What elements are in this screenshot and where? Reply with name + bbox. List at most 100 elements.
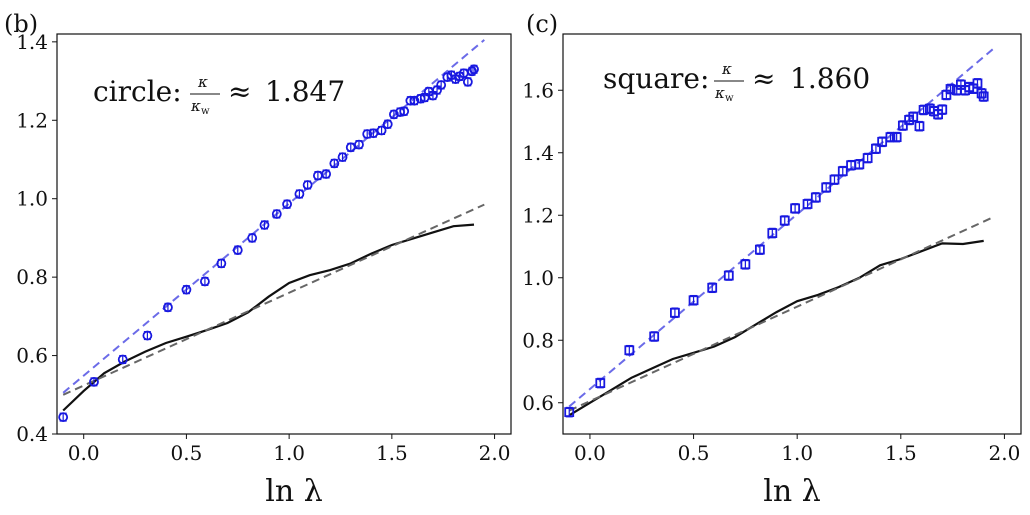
y-tick-label: 1.0 <box>522 266 554 290</box>
data-point <box>707 282 718 294</box>
circle-marker <box>58 412 69 423</box>
data-point <box>688 294 699 306</box>
data-point <box>821 182 832 193</box>
data-point <box>58 412 69 423</box>
circle-marker <box>216 258 227 269</box>
square-marker <box>779 215 790 226</box>
square-marker <box>802 199 813 209</box>
square-marker <box>767 228 778 238</box>
annotation-numerator: κ <box>721 60 732 78</box>
data-point <box>723 270 734 281</box>
data-point <box>163 302 173 313</box>
data-point <box>389 109 399 120</box>
circle-marker <box>271 209 282 219</box>
data-point <box>345 142 356 153</box>
data-point <box>259 220 270 230</box>
circle-marker <box>282 199 292 210</box>
circle-marker <box>362 129 373 139</box>
data-point <box>897 120 908 131</box>
circle-marker <box>469 64 479 75</box>
data-point <box>670 307 680 319</box>
circle-marker <box>89 376 99 387</box>
square-marker <box>871 143 881 154</box>
annotation-denominator-subscript: w <box>201 106 210 117</box>
annotation-value: 1.847 <box>265 75 345 108</box>
y-tick-label: 1.0 <box>16 187 48 211</box>
data-point <box>937 104 948 115</box>
circle-marker <box>467 66 477 77</box>
circle-marker <box>200 276 210 287</box>
reference-line <box>568 215 995 412</box>
square-marker <box>914 121 925 132</box>
square-marker <box>564 407 575 418</box>
x-tick-label: 0.0 <box>574 441 606 465</box>
data-point <box>978 91 989 102</box>
square-marker <box>688 295 699 306</box>
data-point <box>649 331 660 342</box>
circle-marker <box>376 125 387 136</box>
data-point <box>354 139 364 150</box>
data-point <box>918 104 929 116</box>
square-marker <box>908 111 919 122</box>
square-marker <box>829 174 840 185</box>
circle-marker <box>259 220 270 230</box>
x-tick-label: 1.0 <box>781 441 813 465</box>
square-marker <box>740 259 751 270</box>
data-point <box>232 245 243 255</box>
circle-marker <box>329 158 340 169</box>
data-point <box>181 284 192 295</box>
data-point <box>877 136 888 148</box>
theory-curve <box>62 223 475 412</box>
reference-line <box>62 203 485 396</box>
circle-marker <box>247 233 258 243</box>
y-tick-label: 1.2 <box>522 203 554 227</box>
data-point <box>436 80 447 90</box>
annotation-numerator: κ <box>197 73 208 91</box>
data-point <box>624 344 635 356</box>
theory-curve <box>568 239 984 417</box>
plot-frame <box>562 33 1022 435</box>
data-point <box>271 209 282 219</box>
data-point <box>829 174 840 185</box>
y-tick-label: 0.4 <box>16 422 48 446</box>
data-point <box>790 203 801 214</box>
panel-label: (b) <box>4 10 38 38</box>
annotation-shape-name: square: <box>603 62 709 95</box>
square-marker <box>891 132 902 143</box>
square-marker <box>595 378 606 388</box>
data-point <box>871 143 881 154</box>
annotation-approx-sign: ≈ <box>752 62 775 95</box>
square-marker <box>945 84 956 94</box>
square-marker <box>810 192 821 203</box>
circle-marker <box>399 106 410 117</box>
square-marker <box>790 203 801 214</box>
circle-marker <box>389 109 399 120</box>
y-tick-label: 1.4 <box>16 30 48 54</box>
data-point <box>862 152 873 164</box>
annotation-denominator: κ <box>190 97 201 115</box>
circle-marker <box>436 80 447 90</box>
data-point <box>312 170 323 181</box>
data-point <box>382 119 393 130</box>
data-point <box>469 64 479 75</box>
circle-marker <box>163 302 173 313</box>
data-point <box>282 199 292 210</box>
annotation: square: κ κ w ≈ 1.860 <box>603 60 870 104</box>
data-point <box>462 76 473 87</box>
panel-label: (c) <box>526 10 558 38</box>
data-point <box>321 169 332 179</box>
x-tick-label: 0.0 <box>68 441 100 465</box>
circle-marker <box>354 139 364 150</box>
circle-marker <box>294 189 305 199</box>
data-point <box>142 330 153 341</box>
panel-c: (c) square: κ κ w ≈ 1.860 ln λ 0.0 0.5 1.0… <box>522 10 1022 509</box>
annotation-denominator-subscript: w <box>725 93 734 104</box>
square-marker <box>918 105 929 115</box>
annotation-value: 1.860 <box>790 62 870 95</box>
square-marker <box>897 120 908 131</box>
circle-marker <box>409 95 420 106</box>
circle-marker <box>302 180 313 190</box>
x-tick-label: 1.5 <box>885 441 917 465</box>
x-axis-label: ln λ <box>265 474 322 509</box>
